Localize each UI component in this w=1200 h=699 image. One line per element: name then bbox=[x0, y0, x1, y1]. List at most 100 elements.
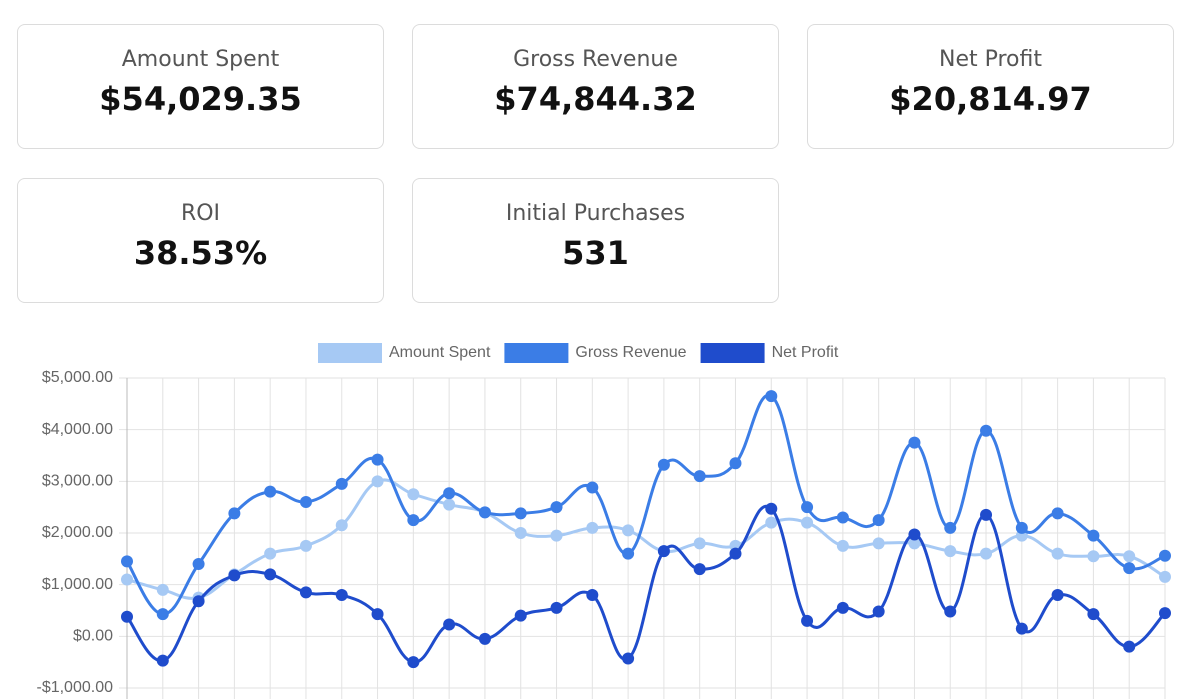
stat-value: 531 bbox=[562, 234, 629, 272]
data-point bbox=[550, 501, 563, 514]
data-point bbox=[228, 569, 241, 582]
data-point bbox=[622, 547, 635, 560]
data-point bbox=[1123, 562, 1136, 575]
data-point bbox=[872, 514, 885, 527]
data-point bbox=[121, 610, 133, 623]
data-point bbox=[693, 470, 706, 483]
data-point bbox=[264, 568, 277, 581]
data-point bbox=[586, 521, 599, 534]
data-point bbox=[657, 545, 670, 558]
data-point bbox=[121, 555, 133, 568]
data-point bbox=[371, 475, 384, 488]
data-point bbox=[299, 496, 312, 508]
data-point bbox=[729, 457, 742, 470]
data-point bbox=[801, 501, 814, 514]
data-point bbox=[192, 595, 205, 608]
y-tick-label: $2,000.00 bbox=[42, 524, 113, 541]
data-point bbox=[944, 545, 957, 558]
data-point bbox=[980, 508, 993, 521]
data-point bbox=[908, 436, 921, 449]
data-point bbox=[514, 507, 527, 520]
y-tick-label: $1,000.00 bbox=[42, 576, 113, 593]
data-point bbox=[586, 481, 599, 494]
data-point bbox=[729, 547, 742, 560]
data-point bbox=[1087, 550, 1100, 563]
data-point bbox=[980, 547, 993, 560]
data-point bbox=[371, 453, 384, 466]
stat-label: Gross Revenue bbox=[513, 47, 678, 72]
data-point bbox=[264, 485, 277, 498]
data-point bbox=[836, 511, 849, 524]
stat-label: Net Profit bbox=[939, 47, 1042, 72]
data-point bbox=[1123, 550, 1136, 563]
data-point bbox=[944, 605, 957, 618]
stat-label: ROI bbox=[180, 201, 221, 226]
data-point bbox=[443, 498, 456, 511]
legend-label: Amount Spent bbox=[389, 344, 491, 361]
data-point bbox=[1159, 570, 1171, 583]
data-point bbox=[908, 528, 921, 541]
data-point bbox=[514, 609, 527, 622]
chart: -$1,000.00 $0.00 $1,000.00 $2,000.00 $3,000.… bbox=[36, 343, 1171, 699]
stat-card: Net Profit $20,814.97 bbox=[807, 24, 1174, 149]
data-point bbox=[1123, 640, 1136, 653]
data-point bbox=[514, 527, 527, 539]
data-point bbox=[693, 563, 706, 576]
data-point bbox=[121, 573, 133, 586]
stat-value: 38.53% bbox=[133, 234, 268, 272]
data-point bbox=[1087, 529, 1100, 542]
data-point bbox=[478, 632, 491, 645]
stat-label: Amount Spent bbox=[121, 47, 280, 72]
y-tick-label: $5,000.00 bbox=[42, 369, 113, 386]
data-point bbox=[872, 605, 885, 618]
y-tick-label: $4,000.00 bbox=[42, 421, 113, 438]
data-point bbox=[801, 614, 814, 627]
data-point bbox=[443, 618, 456, 631]
stat-card: Amount Spent $54,029.35 bbox=[17, 24, 384, 149]
stat-label: Initial Purchases bbox=[505, 201, 686, 226]
stat-card: Gross Revenue $74,844.32 bbox=[412, 24, 779, 149]
data-point bbox=[765, 516, 778, 529]
data-point bbox=[335, 519, 348, 532]
legend-swatch bbox=[700, 343, 765, 363]
data-point bbox=[299, 586, 312, 599]
data-point bbox=[1051, 507, 1064, 520]
data-point bbox=[335, 477, 348, 490]
legend-label: Gross Revenue bbox=[575, 344, 686, 361]
data-point bbox=[908, 537, 921, 550]
data-point bbox=[1087, 608, 1100, 621]
data-point bbox=[944, 521, 957, 534]
data-point bbox=[550, 529, 563, 542]
stat-value: $74,844.32 bbox=[494, 80, 697, 118]
data-point bbox=[693, 537, 706, 550]
data-point bbox=[836, 601, 849, 614]
data-point bbox=[228, 507, 241, 520]
data-point bbox=[407, 656, 420, 669]
data-point bbox=[156, 583, 169, 596]
data-point bbox=[1051, 547, 1064, 560]
data-point bbox=[657, 458, 670, 471]
data-point bbox=[1015, 622, 1028, 635]
data-point bbox=[622, 524, 635, 537]
legend-swatch bbox=[504, 343, 569, 363]
data-point bbox=[1015, 521, 1028, 534]
y-tick-label: $0.00 bbox=[73, 628, 113, 645]
legend-swatch bbox=[318, 343, 382, 363]
data-point bbox=[586, 589, 599, 601]
data-point bbox=[156, 608, 169, 621]
data-point bbox=[1159, 607, 1171, 620]
data-point bbox=[299, 539, 312, 552]
data-point bbox=[980, 424, 993, 437]
data-point bbox=[1159, 549, 1171, 562]
data-point bbox=[156, 654, 169, 667]
stat-value: $20,814.97 bbox=[889, 80, 1092, 118]
data-point bbox=[407, 514, 420, 527]
data-point bbox=[443, 487, 456, 500]
data-point bbox=[1051, 589, 1064, 601]
data-point bbox=[872, 537, 885, 550]
data-point bbox=[192, 558, 205, 570]
legend-label: Net Profit bbox=[772, 344, 839, 361]
stat-card: ROI 38.53% bbox=[17, 178, 384, 303]
stat-card: Initial Purchases 531 bbox=[412, 178, 779, 303]
